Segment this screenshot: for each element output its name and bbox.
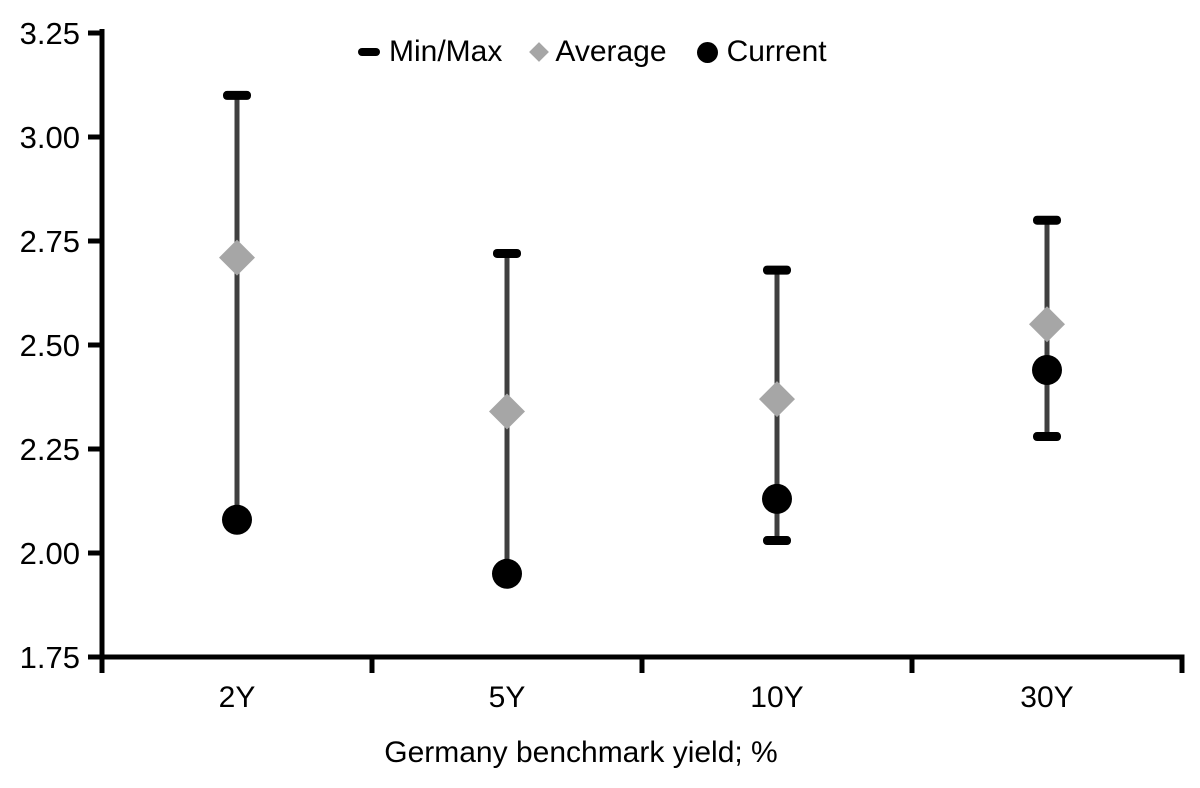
y-tick-label-3.00: 3.00: [20, 120, 80, 155]
legend: Min/Max Average Current: [358, 34, 827, 70]
average-diamond-icon: [529, 42, 550, 62]
minmax-dash-icon: [358, 48, 380, 56]
average-marker-10Y: [759, 381, 795, 418]
y-tick-label-2.50: 2.50: [20, 328, 80, 363]
average-marker-2Y: [219, 239, 255, 276]
average-marker-30Y: [1029, 306, 1065, 343]
x-category-label-10Y: 10Y: [750, 681, 803, 714]
current-marker-30Y: [1032, 354, 1062, 385]
average-marker-5Y: [489, 393, 525, 430]
min-cap-10Y: [763, 536, 791, 546]
x-category-label-5Y: 5Y: [489, 681, 526, 714]
legend-label-minmax: Min/Max: [389, 35, 503, 68]
max-cap-10Y: [763, 265, 791, 275]
y-tick-label-2.75: 2.75: [20, 224, 80, 259]
x-category-label-30Y: 30Y: [1020, 681, 1073, 714]
current-marker-2Y: [222, 504, 252, 535]
current-circle-icon: [696, 41, 718, 63]
y-tick-label-2.00: 2.00: [20, 536, 80, 571]
max-cap-2Y: [223, 90, 251, 100]
current-marker-10Y: [762, 483, 792, 514]
current-marker-5Y: [492, 558, 522, 589]
x-category-label-2Y: 2Y: [219, 681, 256, 714]
legend-item-average: Average: [529, 34, 667, 70]
max-cap-5Y: [493, 248, 521, 258]
legend-label-current: Current: [726, 35, 827, 68]
y-tick-label-2.25: 2.25: [20, 432, 80, 467]
legend-item-current: Current: [696, 34, 827, 70]
x-axis-title: Germany benchmark yield; %: [384, 736, 778, 769]
max-cap-30Y: [1033, 215, 1061, 225]
min-cap-30Y: [1033, 432, 1061, 442]
legend-label-average: Average: [555, 35, 667, 68]
legend-item-minmax: Min/Max: [358, 34, 502, 70]
y-tick-label-1.75: 1.75: [20, 640, 80, 675]
y-tick-label-3.25: 3.25: [20, 16, 80, 51]
